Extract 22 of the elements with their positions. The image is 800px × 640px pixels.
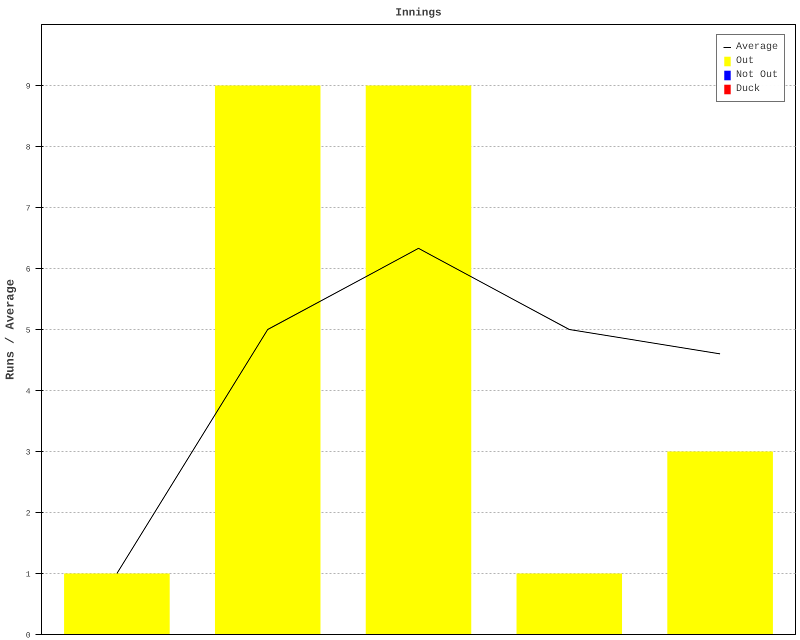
bar <box>214 86 320 634</box>
y-tick-label: 2 <box>26 510 31 518</box>
y-tick-label: 3 <box>26 448 31 458</box>
bar <box>366 86 472 634</box>
bar <box>64 574 170 634</box>
y-tick-label: 1 <box>26 570 31 580</box>
chart-title: Innings <box>395 8 442 20</box>
line-series <box>116 248 721 574</box>
y-tick-label: 6 <box>26 266 31 274</box>
y-tick-label: 8 <box>26 144 31 152</box>
y-tick-label: 7 <box>26 204 31 214</box>
legend-label: Not Out <box>736 70 778 80</box>
legend-label: Duck <box>736 84 760 94</box>
y-tick-label: 0 <box>26 632 31 640</box>
y-axis-title: Runs / Average <box>4 279 18 380</box>
legend-label: Average <box>736 42 778 52</box>
y-tick-label: 9 <box>26 82 31 92</box>
bar <box>667 452 773 634</box>
legend-label: Out <box>736 56 755 66</box>
y-tick-label: 5 <box>26 326 31 336</box>
bar <box>516 574 622 634</box>
y-tick-label: 4 <box>26 388 31 396</box>
